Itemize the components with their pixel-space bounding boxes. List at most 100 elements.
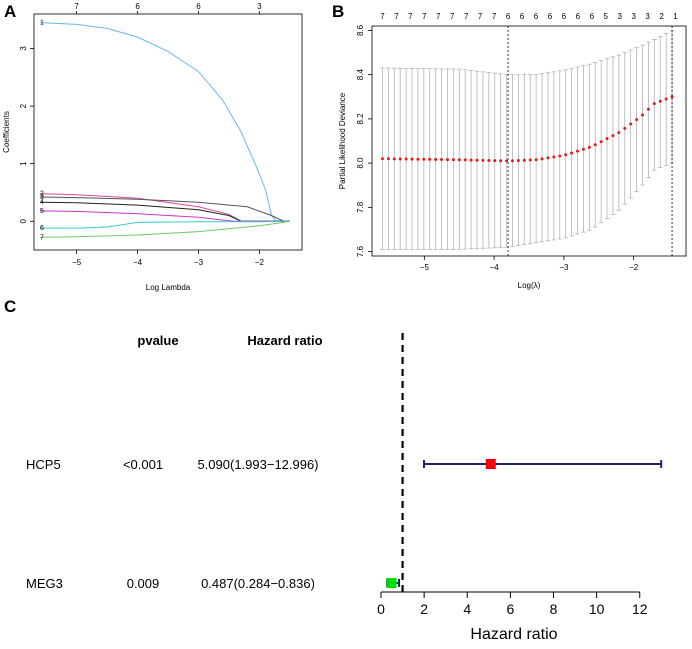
row-hcp5-pvalue: <0.001 — [123, 457, 163, 472]
top-count-label: 3 — [631, 12, 636, 21]
panel-a-y-ticks: 0 1 2 3 — [19, 46, 34, 223]
deviance-point — [540, 157, 544, 161]
top-tick-label: 6 — [135, 2, 140, 11]
y-tick-label: 0 — [19, 218, 28, 223]
line-label: 2 — [40, 191, 44, 198]
top-count-label: 3 — [645, 12, 650, 21]
deviance-point — [564, 153, 568, 157]
y-tick-label: 3 — [19, 46, 28, 51]
forest-tick-label: 8 — [550, 601, 558, 617]
top-count-label: 7 — [478, 12, 483, 21]
deviance-point — [481, 158, 485, 162]
deviance-point — [398, 157, 402, 161]
top-count-label: 6 — [590, 12, 595, 21]
deviance-point — [558, 154, 562, 158]
panel-label-a: A — [4, 2, 16, 21]
panel-a-ylabel: Coefficients — [2, 111, 11, 153]
deviance-point — [670, 95, 674, 99]
coefficient-path-line — [40, 220, 290, 229]
top-count-label: 6 — [548, 12, 553, 21]
y-tick-label: 1 — [19, 161, 28, 166]
line-label: 7 — [40, 234, 44, 241]
x-tick-label: −3 — [559, 263, 569, 272]
deviance-point — [552, 155, 556, 159]
deviance-point — [570, 151, 574, 155]
deviance-point — [528, 158, 532, 162]
top-count-label: 3 — [617, 12, 622, 21]
panel-b-ylabel: Partial Likelihood Deviance — [338, 92, 347, 189]
deviance-point — [635, 118, 639, 122]
deviance-point — [440, 158, 444, 162]
y-tick-label: 8.2 — [356, 113, 365, 125]
deviance-point — [493, 159, 497, 163]
panel-a-top-ticks: 7 6 6 3 — [74, 2, 262, 14]
deviance-point — [428, 157, 432, 161]
deviance-point — [640, 113, 644, 117]
deviance-point — [386, 157, 390, 161]
header-pvalue: pvalue — [137, 333, 178, 348]
panel-b-error-bars — [380, 30, 675, 250]
hazard-ratio-marker — [386, 578, 397, 588]
forest-tick-label: 2 — [420, 601, 428, 617]
coefficient-path-line — [40, 210, 290, 222]
top-count-label: 6 — [576, 12, 581, 21]
deviance-point — [623, 126, 627, 130]
panel-b-reference-lines — [507, 26, 673, 256]
cross-validation-panel: Log(λ) Partial Likelihood Deviance −5 −4−… — [338, 12, 687, 290]
panel-a-line-labels: 1 234 5 6 7 — [40, 20, 44, 242]
deviance-point — [434, 157, 438, 161]
top-count-label: 7 — [394, 12, 399, 21]
panel-b-y-ticks: 7.6 7.8 8.0 8.2 8.4 8.6 — [356, 24, 372, 257]
panel-a-frame — [33, 13, 303, 251]
top-count-label: 6 — [520, 12, 525, 21]
x-tick-label: −5 — [420, 263, 430, 272]
deviance-point — [546, 156, 550, 160]
coefficient-path-line — [40, 196, 290, 222]
line-label: 6 — [40, 225, 44, 232]
top-count-label: 7 — [422, 12, 427, 21]
top-tick-label: 6 — [196, 2, 201, 11]
x-tick-label: −2 — [629, 263, 639, 272]
forest-x-axis: 0 2 4 6 8 10 12 — [377, 591, 648, 617]
line-label: 5 — [40, 208, 44, 215]
row-hcp5-hr: 5.090(1.993−12.996) — [197, 457, 318, 472]
deviance-point — [629, 122, 633, 126]
forest-xlabel: Hazard ratio — [470, 626, 557, 643]
forest-tick-label: 4 — [463, 601, 471, 617]
panel-b-points — [380, 95, 674, 163]
y-tick-label: 8.4 — [356, 69, 365, 81]
row-meg3-hr: 0.487(0.284−0.836) — [201, 576, 315, 591]
y-tick-label: 7.6 — [356, 245, 365, 257]
top-count-label: 6 — [534, 12, 539, 21]
panel-b-frame — [371, 25, 687, 257]
deviance-point — [392, 157, 396, 161]
deviance-point — [575, 149, 579, 153]
y-tick-label: 8.6 — [356, 24, 365, 36]
top-tick-label: 7 — [74, 2, 79, 11]
panel-label-b: B — [332, 2, 344, 21]
panel-label-c: C — [4, 297, 16, 316]
deviance-point — [445, 158, 449, 162]
top-count-label: 7 — [464, 12, 469, 21]
deviance-point — [380, 157, 384, 161]
panel-a-series — [40, 22, 290, 238]
deviance-point — [487, 158, 491, 162]
deviance-point — [658, 99, 662, 103]
forest-tick-label: 6 — [506, 601, 514, 617]
deviance-point — [587, 145, 591, 149]
deviance-point — [605, 137, 609, 141]
deviance-point — [499, 159, 503, 163]
row-meg3-gene: MEG3 — [26, 576, 63, 591]
forest-plot-panel: pvalue Hazard ratio HCP5 <0.001 5.090(1.… — [26, 333, 663, 643]
deviance-point — [404, 157, 408, 161]
deviance-point — [646, 107, 650, 111]
x-tick-label: −5 — [72, 258, 82, 267]
top-count-label: 6 — [506, 12, 511, 21]
y-tick-label: 2 — [19, 103, 28, 108]
coefficient-path-line — [40, 220, 290, 238]
forest-rows — [386, 459, 663, 588]
deviance-point — [451, 158, 455, 162]
deviance-point — [505, 159, 509, 163]
